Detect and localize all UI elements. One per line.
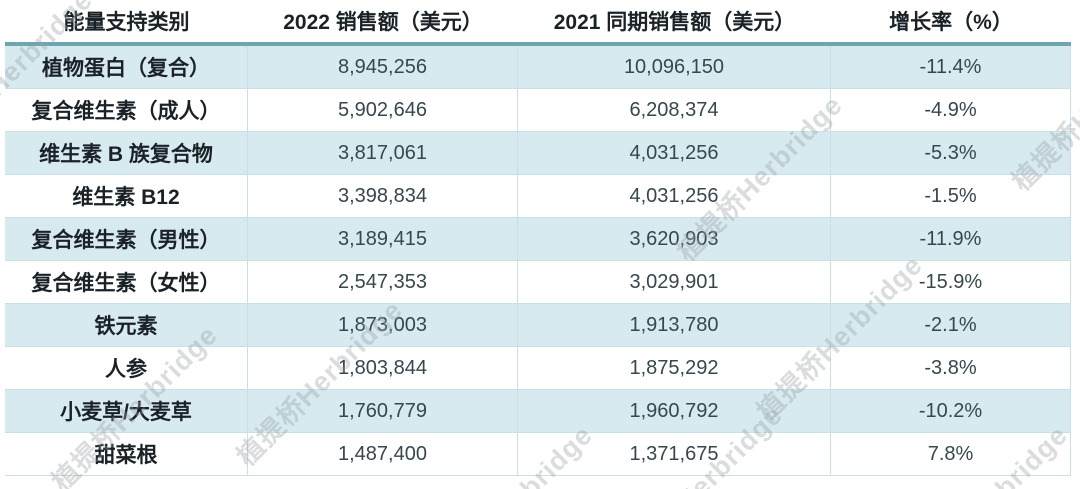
- sales-table: 能量支持类别 2022 销售额（美元） 2021 同期销售额（美元） 增长率（%…: [5, 0, 1071, 476]
- sales-2022-cell: 3,398,834: [248, 175, 518, 218]
- header-sales-2022: 2022 销售额（美元）: [283, 11, 483, 34]
- table-row: 维生素 B 族复合物 3,817,061 4,031,256 -5.3%: [5, 132, 1071, 175]
- category-cell: 甜菜根: [5, 433, 248, 476]
- sales-2021-cell: 3,620,903: [518, 218, 831, 261]
- sales-2021-cell: 4,031,256: [518, 175, 831, 218]
- table-row: 小麦草/大麦草 1,760,779 1,960,792 -10.2%: [5, 390, 1071, 433]
- header-category: 能量支持类别: [63, 11, 190, 34]
- growth-cell: -3.8%: [831, 347, 1071, 390]
- header-sales-2021: 2021 同期销售额（美元）: [553, 11, 796, 34]
- sales-2022-cell: 1,487,400: [248, 433, 518, 476]
- table-row: 复合维生素（女性） 2,547,353 3,029,901 -15.9%: [5, 261, 1071, 304]
- category-cell: 复合维生素（女性）: [5, 261, 248, 304]
- sales-2022-cell: 5,902,646: [248, 89, 518, 132]
- growth-cell: -1.5%: [831, 175, 1071, 218]
- category-cell: 人参: [5, 347, 248, 390]
- growth-cell: 7.8%: [831, 433, 1071, 476]
- table-row: 甜菜根 1,487,400 1,371,675 7.8%: [5, 433, 1071, 476]
- sales-2022-cell: 8,945,256: [248, 46, 518, 89]
- sales-2021-cell: 10,096,150: [518, 46, 831, 89]
- sales-2022-cell: 3,817,061: [248, 132, 518, 175]
- growth-cell: -4.9%: [831, 89, 1071, 132]
- sales-2022-cell: 2,547,353: [248, 261, 518, 304]
- sales-2021-cell: 1,913,780: [518, 304, 831, 347]
- table-row: 植物蛋白（复合） 8,945,256 10,096,150 -11.4%: [5, 46, 1071, 89]
- table-header-row: 能量支持类别 2022 销售额（美元） 2021 同期销售额（美元） 增长率（%…: [5, 0, 1071, 46]
- sales-2021-cell: 3,029,901: [518, 261, 831, 304]
- category-cell: 植物蛋白（复合）: [5, 46, 248, 89]
- header-growth: 增长率（%）: [889, 11, 1013, 34]
- sales-2021-cell: 1,875,292: [518, 347, 831, 390]
- table-row: 复合维生素（成人） 5,902,646 6,208,374 -4.9%: [5, 89, 1071, 132]
- sales-2021-cell: 1,371,675: [518, 433, 831, 476]
- table-row: 铁元素 1,873,003 1,913,780 -2.1%: [5, 304, 1071, 347]
- table-row: 人参 1,803,844 1,875,292 -3.8%: [5, 347, 1071, 390]
- growth-cell: -15.9%: [831, 261, 1071, 304]
- table-row: 维生素 B12 3,398,834 4,031,256 -1.5%: [5, 175, 1071, 218]
- sales-2022-cell: 3,189,415: [248, 218, 518, 261]
- growth-cell: -11.4%: [831, 46, 1071, 89]
- table-row: 复合维生素（男性） 3,189,415 3,620,903 -11.9%: [5, 218, 1071, 261]
- category-cell: 复合维生素（成人）: [5, 89, 248, 132]
- sales-2021-cell: 1,960,792: [518, 390, 831, 433]
- category-cell: 小麦草/大麦草: [5, 390, 248, 433]
- sales-2021-cell: 6,208,374: [518, 89, 831, 132]
- category-cell: 铁元素: [5, 304, 248, 347]
- sales-2021-cell: 4,031,256: [518, 132, 831, 175]
- growth-cell: -2.1%: [831, 304, 1071, 347]
- sales-2022-cell: 1,803,844: [248, 347, 518, 390]
- category-cell: 维生素 B 族复合物: [5, 132, 248, 175]
- growth-cell: -5.3%: [831, 132, 1071, 175]
- sales-2022-cell: 1,873,003: [248, 304, 518, 347]
- growth-cell: -11.9%: [831, 218, 1071, 261]
- growth-cell: -10.2%: [831, 390, 1071, 433]
- sales-2022-cell: 1,760,779: [248, 390, 518, 433]
- category-cell: 复合维生素（男性）: [5, 218, 248, 261]
- category-cell: 维生素 B12: [5, 175, 248, 218]
